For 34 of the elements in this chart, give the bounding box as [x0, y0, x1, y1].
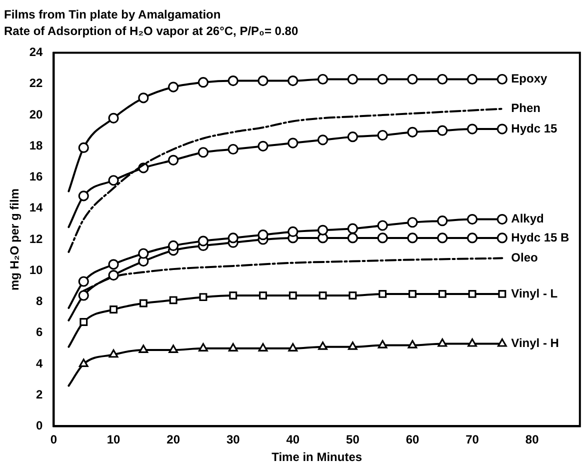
x-axis-title: Time in Minutes [272, 450, 362, 464]
series-label: Alkyd [511, 212, 544, 226]
x-tick-label: 50 [346, 432, 360, 447]
y-tick-label: 12 [29, 232, 44, 246]
x-tick-label: 60 [406, 432, 420, 447]
y-tick-label: 18 [29, 138, 44, 152]
y-axis-title: mg H₂O per g film [8, 188, 22, 291]
y-tick-label: 14 [29, 200, 44, 215]
series-label: Hydc 15 B [511, 230, 570, 244]
series-label: Epoxy [511, 72, 548, 86]
y-tick-label: 2 [36, 387, 44, 402]
series-label: Oleo [511, 250, 538, 264]
y-tick-label: 0 [36, 418, 44, 433]
x-tick-label: 40 [286, 432, 300, 447]
x-tick-label: 0 [50, 432, 58, 447]
x-tick-label: 70 [466, 432, 480, 447]
x-tick-label: 20 [166, 432, 180, 447]
y-tick-label: 6 [36, 325, 44, 340]
y-tick-label: 24 [29, 45, 44, 60]
series-label: Hydc 15 [511, 121, 558, 136]
chart-subtitle: Rate of Adsorption of H₂O vapor at 26°C, P/P₀= 0.80 [4, 24, 298, 38]
y-tick-label: 22 [29, 76, 44, 90]
x-tick-label: 30 [226, 432, 240, 447]
y-tick-label: 16 [29, 170, 44, 184]
y-tick-label: 4 [36, 356, 44, 370]
series-label: Vinyl - L [511, 286, 558, 300]
y-tick-label: 10 [29, 262, 44, 277]
series-label: Vinyl - H [511, 336, 559, 350]
chart-title: Films from Tin plate by Amalgamation [4, 8, 221, 22]
x-tick-label: 80 [525, 432, 540, 447]
y-tick-label: 20 [29, 107, 44, 122]
x-tick-label: 10 [106, 432, 121, 447]
series-label: Phen [511, 101, 541, 116]
y-tick-label: 8 [36, 294, 44, 308]
